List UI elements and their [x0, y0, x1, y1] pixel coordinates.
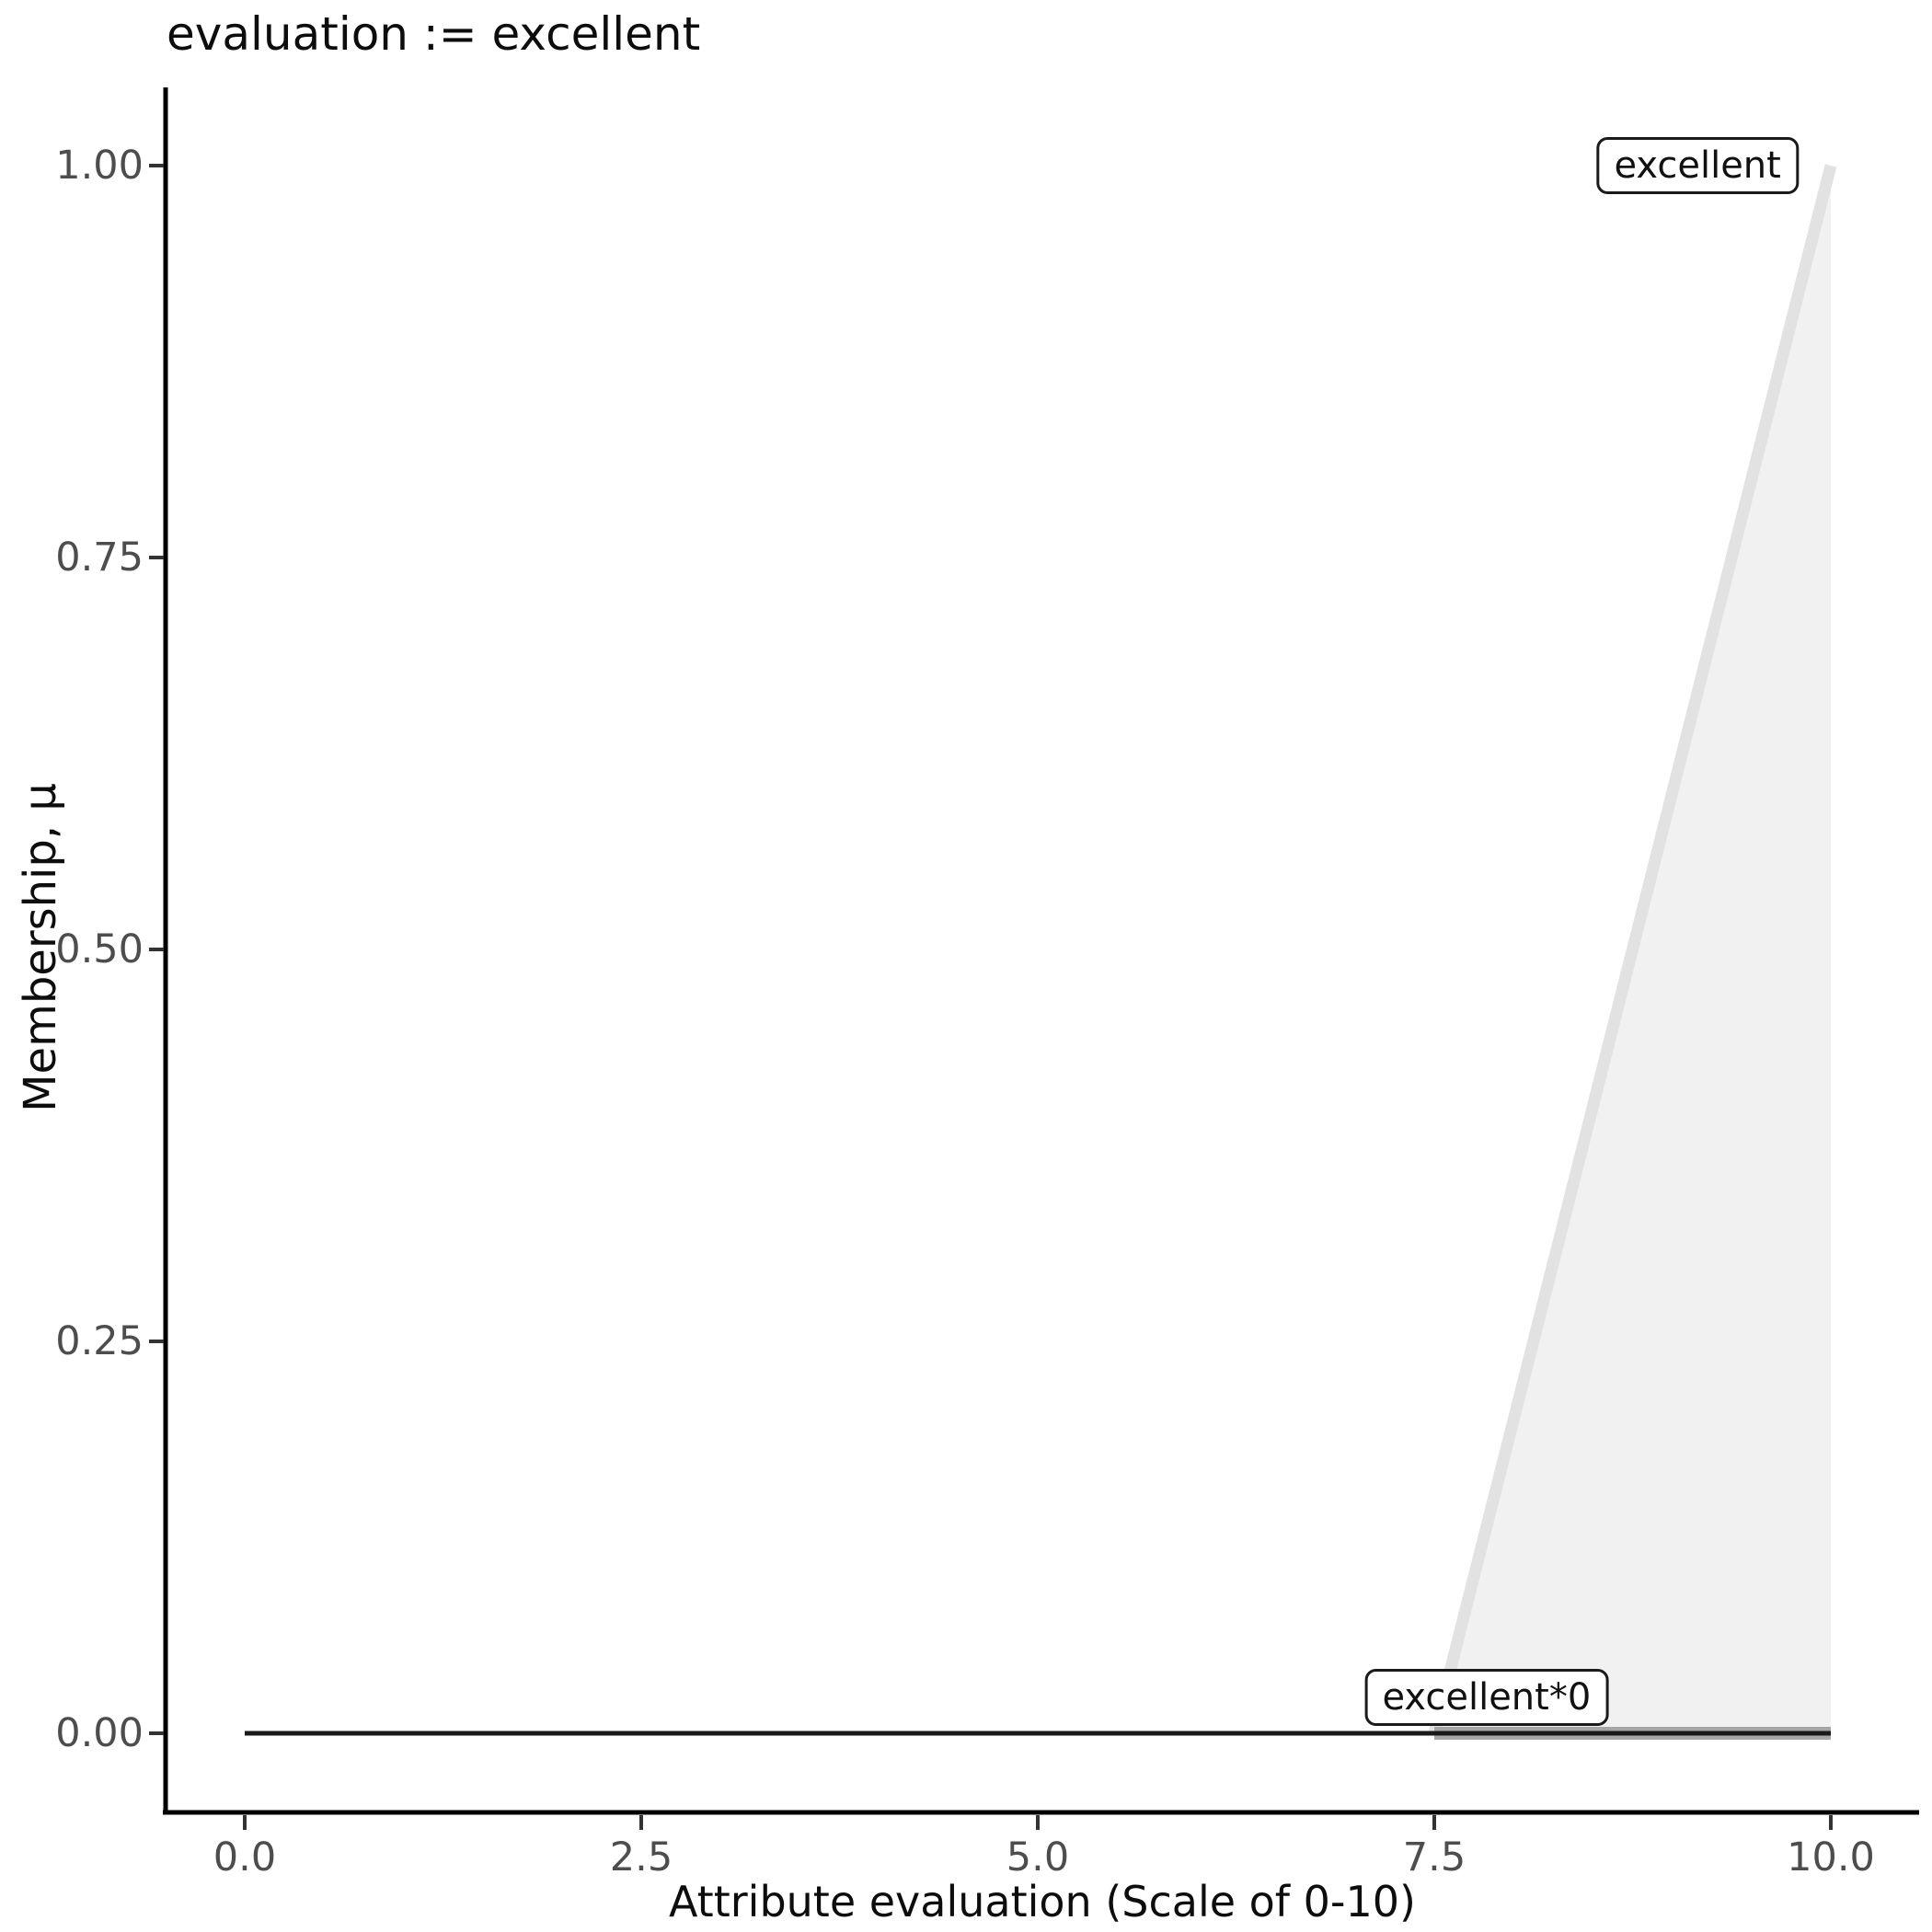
- y-tick-label-4: 1.00: [55, 143, 144, 189]
- y-tick-label-0: 0.00: [55, 1710, 144, 1756]
- y-tick-label-3: 0.75: [55, 535, 144, 581]
- x-tick-label-3: 7.5: [1402, 1834, 1466, 1880]
- x-tick-label-1: 2.5: [609, 1834, 673, 1880]
- chart-title: evaluation := excellent: [167, 7, 701, 61]
- set-label-excellent-times-0: excellent*0: [1364, 1668, 1609, 1726]
- x-axis-title: Attribute evaluation (Scale of 0-10): [669, 1877, 1416, 1926]
- x-tick-label-4: 10.0: [1787, 1834, 1875, 1880]
- x-tick-label-2: 5.0: [1006, 1834, 1070, 1880]
- x-tick-label-0: 0.0: [213, 1834, 277, 1880]
- y-tick-label-1: 0.25: [55, 1318, 144, 1364]
- y-tick-label-2: 0.50: [55, 926, 144, 972]
- set-label-excellent: excellent: [1596, 137, 1799, 194]
- excellent-line: [1428, 164, 1837, 1735]
